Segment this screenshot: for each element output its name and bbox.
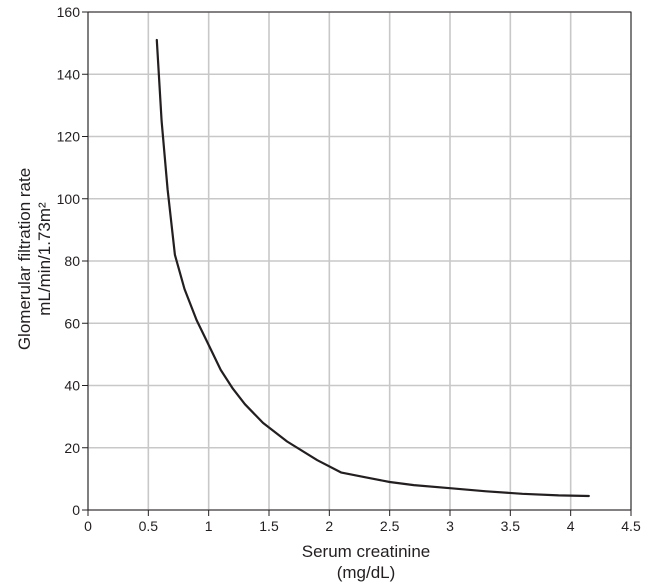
- y-tick-label: 160: [57, 4, 81, 20]
- x-axis-title: Serum creatinine: [302, 542, 431, 561]
- y-tick-label: 40: [64, 378, 80, 394]
- x-tick-label: 0.5: [139, 518, 159, 534]
- x-tick-label: 1: [205, 518, 213, 534]
- x-axis-unit: (mg/dL): [337, 563, 396, 582]
- gfr-curve-line: [155, 38, 590, 498]
- y-tick-label: 100: [57, 191, 81, 207]
- x-tick-labels: 0 0.5 1 1.5 2 2.5 3 3.5 4 4.5: [84, 518, 641, 534]
- y-tick-label: 0: [72, 502, 80, 518]
- grid: [87, 11, 632, 511]
- x-tick-label: 4.5: [621, 518, 641, 534]
- x-tick-label: 4: [567, 518, 575, 534]
- x-tick-label: 3: [446, 518, 454, 534]
- y-tick-label: 60: [64, 315, 80, 331]
- y-tick-label: 140: [57, 66, 81, 82]
- y-axis-title: Glomerular filtration rate: [15, 168, 34, 350]
- series: [155, 38, 590, 498]
- x-tick-label: 0: [84, 518, 92, 534]
- plot-frame: [87, 11, 632, 511]
- x-tick-label: 2: [325, 518, 333, 534]
- x-tick-label: 3.5: [501, 518, 521, 534]
- y-tick-label: 120: [57, 129, 81, 145]
- y-tick-label: 20: [64, 440, 80, 456]
- y-tick-label: 80: [64, 253, 80, 269]
- x-tick-label: 2.5: [380, 518, 400, 534]
- axes: [82, 11, 632, 516]
- x-tick-label: 1.5: [259, 518, 279, 534]
- y-tick-labels: 0 20 40 60 80 100 120 140 160: [57, 4, 81, 518]
- y-axis-unit: mL/min/1.73m²: [35, 202, 54, 316]
